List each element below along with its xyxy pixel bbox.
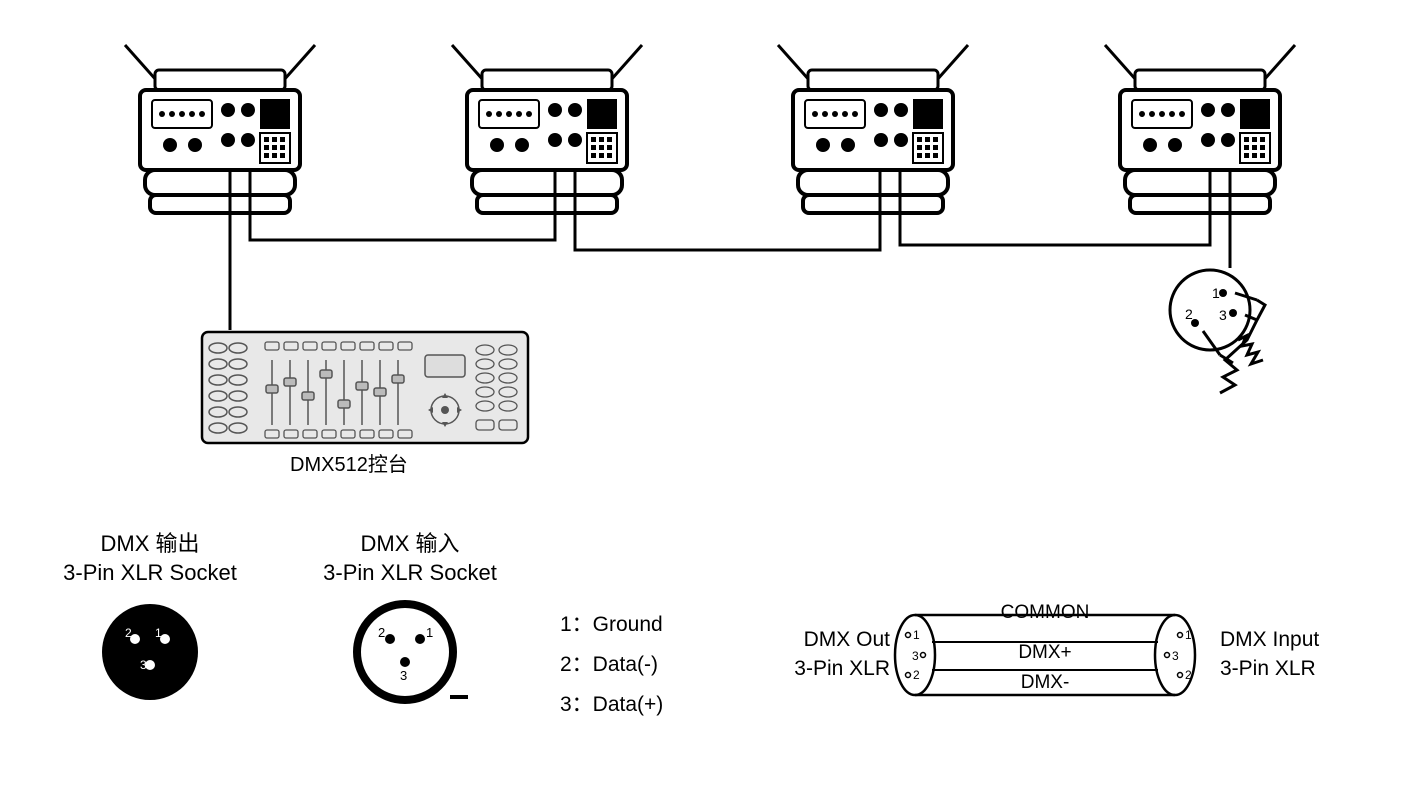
controller-label: DMX512控台 bbox=[290, 448, 408, 477]
pin-legend-2: 2：Data(-) bbox=[560, 645, 663, 685]
pin-legend-1: 1：Ground bbox=[560, 605, 663, 645]
svg-text:1: 1 bbox=[1212, 285, 1220, 301]
fixture-3 bbox=[753, 40, 993, 215]
dmx-controller bbox=[200, 330, 530, 445]
xlr-output-title2: 3-Pin XLR Socket bbox=[50, 559, 250, 588]
fixture-4 bbox=[1080, 40, 1320, 215]
pin-legend-3: 3：Data(+) bbox=[560, 685, 663, 725]
xlr-input-title2: 3-Pin XLR Socket bbox=[310, 559, 510, 588]
xlr-input-block: DMX 输入 3-Pin XLR Socket 1 2 3 bbox=[310, 530, 510, 712]
cable-wire-common: COMMON bbox=[985, 602, 1105, 624]
svg-text:3: 3 bbox=[912, 649, 919, 663]
svg-text:3: 3 bbox=[1172, 649, 1179, 663]
xlr-input-connector-icon: 1 2 3 bbox=[310, 597, 510, 712]
svg-text:3: 3 bbox=[1219, 307, 1227, 323]
xlr-output-block: DMX 输出 3-Pin XLR Socket 1 2 3 bbox=[50, 530, 250, 712]
svg-text:1: 1 bbox=[426, 625, 433, 640]
pin-legend: 1：Ground 2：Data(-) 3：Data(+) bbox=[560, 605, 663, 725]
xlr-input-title1: DMX 输入 bbox=[310, 530, 510, 559]
svg-text:2: 2 bbox=[913, 668, 920, 682]
svg-text:1: 1 bbox=[155, 626, 162, 640]
svg-text:3: 3 bbox=[400, 668, 407, 683]
cable-right-label: DMX Input 3-Pin XLR bbox=[1220, 625, 1319, 684]
fixture-1 bbox=[100, 40, 340, 215]
xlr-output-connector-icon: 1 2 3 bbox=[50, 597, 250, 712]
svg-text:2: 2 bbox=[125, 626, 132, 640]
svg-text:2: 2 bbox=[378, 625, 385, 640]
svg-text:2: 2 bbox=[1185, 668, 1192, 682]
fixture-row bbox=[100, 40, 1320, 215]
fixture-2 bbox=[427, 40, 667, 215]
svg-text:2: 2 bbox=[1185, 306, 1193, 322]
cable-wire-plus: DMX+ bbox=[1000, 642, 1090, 664]
svg-text:1: 1 bbox=[913, 628, 920, 642]
svg-text:1: 1 bbox=[1185, 628, 1192, 642]
reference-section: DMX 输出 3-Pin XLR Socket 1 2 3 DMX 输入 3-P… bbox=[50, 530, 1380, 750]
cable-wire-minus: DMX- bbox=[1000, 672, 1090, 694]
dmx-terminator: 1 2 3 bbox=[1165, 265, 1275, 395]
xlr-output-title1: DMX 输出 bbox=[50, 530, 250, 559]
svg-text:3: 3 bbox=[140, 658, 147, 672]
